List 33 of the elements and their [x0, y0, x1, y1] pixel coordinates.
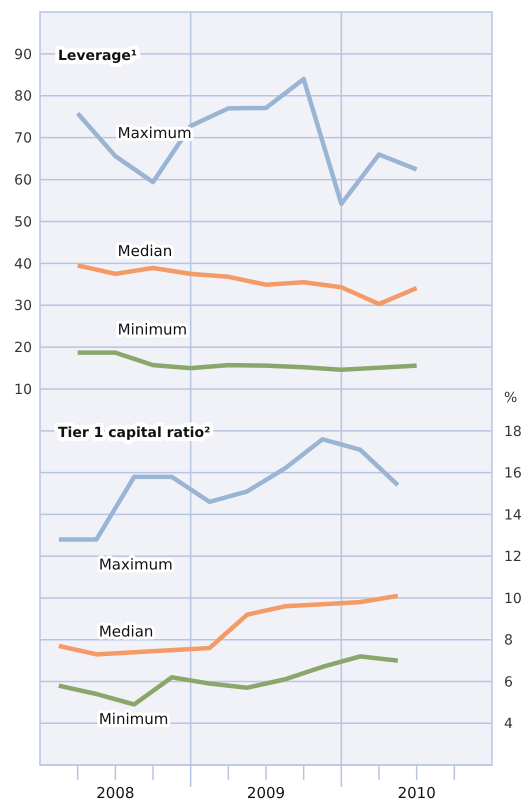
x-tick-label: 2010 [398, 784, 436, 802]
line-series [75, 263, 419, 306]
y2-tick-label: 6 [504, 674, 513, 690]
y2-tick-label: 4 [504, 716, 513, 732]
y2-axis-title: % [504, 390, 518, 406]
x-tick-label: 2008 [96, 784, 134, 802]
y2-tick-label: 10 [504, 590, 522, 607]
line-series [56, 594, 400, 657]
y2-tick-label: 12 [504, 549, 522, 566]
y2-tick-label: 14 [504, 507, 522, 524]
text: Tier 1 capital ratio² [58, 424, 210, 441]
y-tick-label: 90 [14, 46, 32, 63]
y2-tick-label: 16 [504, 466, 522, 482]
y-tick-label: 70 [14, 130, 32, 147]
y-tick-label: 50 [14, 214, 32, 230]
series-label: Median [98, 622, 154, 640]
series-label: Maximum [98, 555, 173, 574]
y2-tick-label: 8 [504, 632, 513, 649]
y-tick-label: 10 [14, 382, 32, 398]
y-tick-label: 60 [14, 172, 32, 188]
y-tick-label: 40 [14, 256, 32, 272]
y-tick-label: 30 [14, 298, 32, 314]
text: Leverage¹ [58, 48, 138, 64]
series-label: Minimum [98, 710, 168, 728]
y2-tick-label: 18 [504, 424, 522, 440]
y-tick-label: 20 [14, 340, 32, 356]
series-label: Minimum [118, 320, 188, 339]
line-series [75, 76, 419, 206]
series-label: Maximum [118, 124, 192, 142]
series-label: Median [118, 242, 172, 260]
y-tick-label: 80 [14, 88, 32, 105]
line-series [56, 654, 400, 707]
x-tick-label: 2009 [246, 784, 286, 802]
